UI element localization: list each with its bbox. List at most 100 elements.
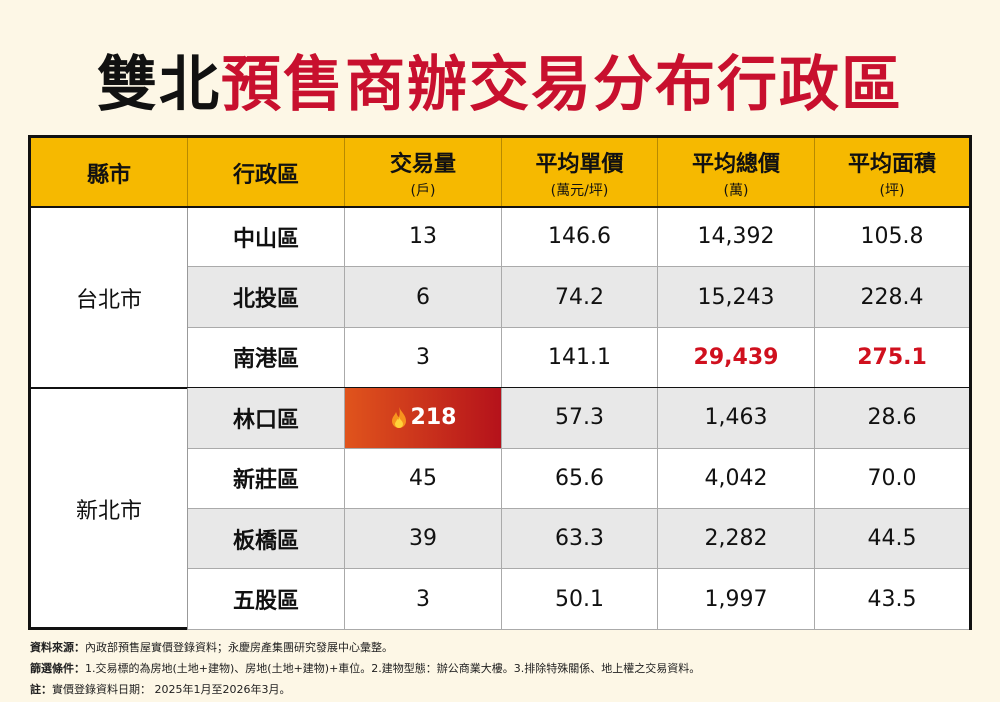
header-cell: 平均單價 (萬元/坪): [502, 138, 658, 207]
value-cell: 3: [345, 327, 502, 389]
value-cell: 29,439: [658, 327, 815, 389]
value-cell: 218: [345, 388, 502, 449]
value-cell: 1,463: [658, 388, 815, 449]
cell-text: 44.5: [867, 526, 917, 552]
cell-text: 1,463: [704, 405, 768, 431]
value-cell: 228.4: [815, 267, 969, 328]
value-cell: 13: [345, 207, 502, 268]
district-cell: 北投區: [188, 267, 345, 328]
header-cell: 行政區: [188, 138, 345, 207]
district-cell: 中山區: [188, 207, 345, 268]
district-cell: 板橋區: [188, 509, 345, 570]
value-cell: 65.6: [502, 448, 658, 509]
value-cell: 44.5: [815, 509, 969, 570]
title-part: 預售商辦交易分布行政區: [221, 50, 903, 120]
cell-text: 6: [416, 284, 430, 310]
cell-text: 南港區: [232, 347, 299, 373]
cell-text: 3: [416, 586, 430, 612]
cell-text: 29,439: [693, 344, 779, 370]
district-cell: 新莊區: [188, 448, 345, 509]
header-unit: (萬元/坪): [550, 182, 609, 199]
value-cell: 2,282: [658, 509, 815, 570]
value-cell: 275.1: [815, 327, 969, 389]
note-label: 資料來源：: [30, 641, 85, 654]
header-label: 平均單價: [535, 151, 624, 177]
value-cell: 74.2: [502, 267, 658, 328]
header-label: 平均面積: [847, 151, 936, 177]
header-cell: 平均面積 (坪): [815, 138, 969, 207]
cell-text: 中山區: [232, 226, 299, 252]
note: 資料來源：內政部預售屋實價登錄資料；永慶房產集團研究發展中心彙整。: [30, 639, 393, 655]
table: 縣市 行政區 交易量 (戶) 平均單價 (萬元/坪) 平均總價 (萬) 平均面積 (坪) 台北市 中山…: [28, 135, 972, 630]
value-cell: 6: [345, 267, 502, 328]
cell-text: 43.5: [867, 586, 917, 612]
cell-text: 板橋區: [232, 528, 299, 554]
value-cell: 105.8: [815, 207, 969, 268]
cell-text: 新莊區: [232, 468, 299, 494]
value-cell: 45: [345, 448, 502, 509]
value-cell: 57.3: [502, 388, 658, 449]
header-cell: 平均總價 (萬): [658, 138, 815, 207]
cell-text: 70.0: [867, 465, 917, 491]
value-cell: 1,997: [658, 569, 815, 630]
header-label: 交易量: [389, 151, 456, 177]
city-cell: 新北市: [31, 388, 188, 630]
cell-text: 4,042: [704, 465, 768, 491]
header-unit: (萬): [723, 182, 749, 199]
cell-text: 74.2: [555, 284, 604, 310]
header-label: 平均總價: [691, 151, 780, 177]
district-cell: 林口區: [188, 388, 345, 449]
cell-text: 五股區: [232, 589, 299, 615]
header-divider: [31, 206, 969, 208]
value-cell: 141.1: [502, 327, 658, 389]
value-cell: 39: [345, 509, 502, 570]
cell-text: 50.1: [555, 586, 604, 612]
cell-text: 228.4: [860, 284, 924, 310]
value-cell: 15,243: [658, 267, 815, 328]
value-cell: 146.6: [502, 207, 658, 268]
cell-text: 3: [416, 344, 430, 370]
note-text: 1.交易標的為房地(土地+建物)、房地(土地+建物)+車位。2.建物型態：辦公商…: [85, 662, 701, 675]
header-cell: 交易量 (戶): [345, 138, 502, 207]
district-cell: 五股區: [188, 569, 345, 630]
cell-text: 1,997: [704, 586, 768, 612]
cell-text: 57.3: [555, 405, 604, 431]
cell-text: 141.1: [548, 344, 611, 370]
title: 雙北預售商辦交易分布行政區: [0, 40, 1000, 130]
cell-text: 14,392: [697, 224, 775, 250]
header-unit: (坪): [879, 182, 905, 199]
value-cell: 63.3: [502, 509, 658, 570]
header-cell: 縣市: [31, 138, 188, 207]
cell-text: 45: [409, 465, 437, 491]
city-cell: 台北市: [31, 207, 188, 389]
cell-text: 63.3: [555, 526, 604, 552]
value-cell: 4,042: [658, 448, 815, 509]
note-label: 註：: [30, 683, 52, 696]
header-unit: (戶): [410, 182, 436, 199]
cell-text: 2,282: [704, 526, 768, 552]
note-label: 篩選條件：: [30, 662, 85, 675]
header-label: 縣市: [86, 162, 131, 188]
note-text: 內政部預售屋實價登錄資料；永慶房產集團研究發展中心彙整。: [85, 641, 393, 654]
cell-text: 218: [410, 405, 457, 431]
cell-text: 28.6: [867, 405, 917, 431]
value-cell: 14,392: [658, 207, 815, 268]
cell-text: 146.6: [548, 224, 611, 250]
cell-text: 15,243: [697, 284, 775, 310]
cell-text: 275.1: [857, 344, 927, 370]
district-cell: 南港區: [188, 327, 345, 389]
note: 篩選條件：1.交易標的為房地(土地+建物)、房地(土地+建物)+車位。2.建物型…: [30, 660, 700, 676]
fire-icon: [391, 406, 406, 428]
note-text: 實價登錄資料日期： 2025年1月至2026年3月。: [52, 683, 291, 696]
value-cell: 3: [345, 569, 502, 630]
note: 註：實價登錄資料日期： 2025年1月至2026年3月。: [30, 681, 290, 697]
cell-text: 105.8: [860, 224, 924, 250]
cell-text: 65.6: [555, 465, 604, 491]
value-cell: 70.0: [815, 448, 969, 509]
value-cell: 28.6: [815, 388, 969, 449]
value-cell: 43.5: [815, 569, 969, 630]
cell-text: 林口區: [232, 407, 299, 433]
cell-text: 39: [409, 526, 437, 552]
title-part: 雙北: [97, 50, 221, 120]
cell-text: 北投區: [232, 287, 299, 313]
